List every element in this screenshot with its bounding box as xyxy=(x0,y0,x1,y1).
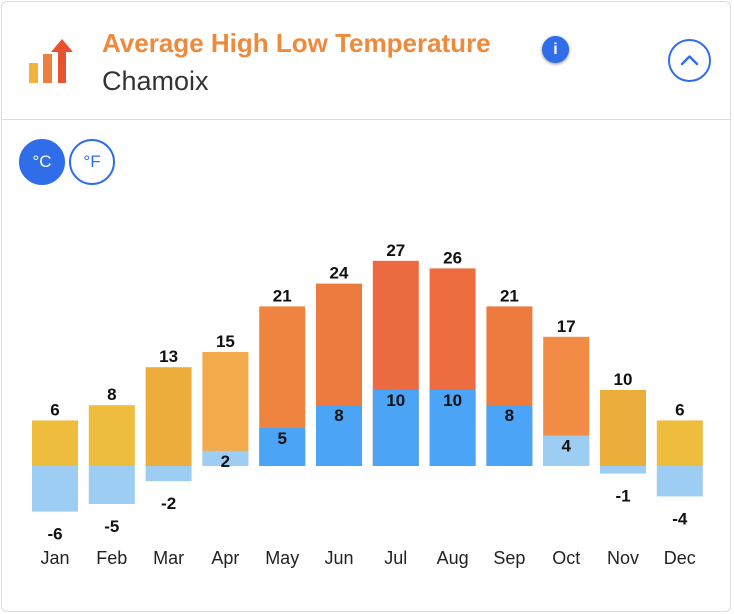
high-bar-feb xyxy=(88,405,135,466)
low-value-label: 10 xyxy=(386,391,405,410)
high-bar-nov xyxy=(600,390,646,466)
high-value-label: 8 xyxy=(107,385,116,404)
high-bar-jan xyxy=(32,420,78,466)
low-value-label: 2 xyxy=(221,452,230,471)
low-value-label: -4 xyxy=(672,509,688,528)
fahrenheit-toggle[interactable]: °F xyxy=(69,139,115,185)
low-value-label: -5 xyxy=(104,517,119,536)
collapse-button[interactable] xyxy=(668,39,711,82)
low-bar-dec xyxy=(656,466,703,497)
month-label: Dec xyxy=(664,548,696,568)
low-value-label: 5 xyxy=(277,429,286,448)
info-button[interactable]: i xyxy=(542,36,569,63)
low-bar-jul xyxy=(372,390,419,466)
chevron-up-icon xyxy=(680,55,699,66)
celsius-toggle[interactable]: °C xyxy=(19,139,65,185)
month-label: Jun xyxy=(324,548,353,568)
high-value-label: 27 xyxy=(386,241,405,260)
high-bar-dec xyxy=(656,420,703,466)
month-label: Sep xyxy=(493,548,525,568)
card-header: Average High Low Temperature Chamoix i xyxy=(2,2,730,120)
low-bar-sep xyxy=(486,405,533,466)
high-value-label: 10 xyxy=(614,370,633,389)
month-label: Feb xyxy=(96,548,127,568)
chart-logo-icon xyxy=(29,39,73,83)
low-value-label: 8 xyxy=(505,406,514,425)
low-bar-jan xyxy=(32,466,78,512)
low-bar-aug xyxy=(429,390,476,466)
high-value-label: 24 xyxy=(330,264,349,283)
low-value-label: -2 xyxy=(161,494,176,513)
month-label: Jan xyxy=(40,548,69,568)
low-value-label: 8 xyxy=(334,406,343,425)
low-bar-oct xyxy=(543,435,590,466)
high-value-label: 26 xyxy=(443,248,462,267)
high-bar-mar xyxy=(145,367,192,466)
month-label: May xyxy=(265,548,299,568)
high-bar-apr xyxy=(202,352,249,466)
month-label: Apr xyxy=(211,548,239,568)
low-value-label: 4 xyxy=(561,437,571,456)
high-value-label: 17 xyxy=(557,317,576,336)
month-label: Oct xyxy=(552,548,580,568)
high-value-label: 15 xyxy=(216,332,235,351)
low-value-label: 10 xyxy=(443,391,462,410)
high-value-label: 21 xyxy=(500,286,519,305)
low-value-label: -1 xyxy=(615,487,630,506)
high-value-label: 6 xyxy=(50,400,59,419)
page-title: Average High Low Temperature xyxy=(102,28,491,58)
high-value-label: 6 xyxy=(675,400,684,419)
low-bar-mar xyxy=(145,466,192,482)
month-label: Nov xyxy=(607,548,639,568)
low-bar-nov xyxy=(600,466,646,474)
low-bar-jun xyxy=(316,405,362,466)
low-bar-may xyxy=(259,428,306,466)
month-label: Mar xyxy=(153,548,184,568)
low-bar-feb xyxy=(88,466,135,504)
high-value-label: 13 xyxy=(159,347,178,366)
month-label: Jul xyxy=(384,548,407,568)
low-bar-apr xyxy=(202,450,249,466)
location-name: Chamoix xyxy=(102,66,209,96)
month-label: Aug xyxy=(437,548,469,568)
high-value-label: 21 xyxy=(273,286,292,305)
low-value-label: -6 xyxy=(47,525,62,544)
